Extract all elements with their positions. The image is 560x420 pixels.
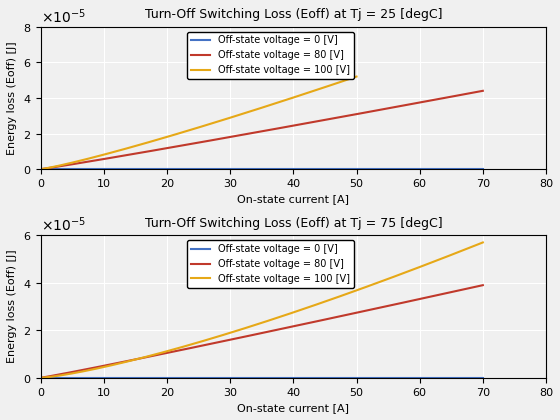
Legend: Off-state voltage = 0 [V], Off-state voltage = 80 [V], Off-state voltage = 100 [: Off-state voltage = 0 [V], Off-state vol… bbox=[187, 240, 354, 288]
Off-state voltage = 80 [V] bbox=[64, 163, 71, 168]
Title: Turn-Off Switching Loss (Eoff) at Tj = 75 [degC]: Turn-Off Switching Loss (Eoff) at Tj = 7… bbox=[144, 217, 442, 230]
Off-state voltage = 100 [V] bbox=[458, 249, 464, 254]
Off-state voltage = 80 [V] bbox=[64, 370, 71, 375]
Off-state voltage = 100 [V] bbox=[50, 164, 57, 169]
X-axis label: On-state current [A]: On-state current [A] bbox=[237, 194, 349, 205]
Off-state voltage = 80 [V] bbox=[155, 147, 162, 152]
Off-state voltage = 100 [V] bbox=[442, 255, 449, 260]
Line: Off-state voltage = 80 [V]: Off-state voltage = 80 [V] bbox=[41, 91, 483, 169]
Off-state voltage = 80 [V] bbox=[155, 352, 162, 357]
Off-state voltage = 100 [V] bbox=[122, 147, 128, 152]
Off-state voltage = 80 [V] bbox=[458, 288, 464, 293]
Legend: Off-state voltage = 0 [V], Off-state voltage = 80 [V], Off-state voltage = 100 [: Off-state voltage = 0 [V], Off-state vol… bbox=[187, 32, 354, 79]
Off-state voltage = 80 [V] bbox=[458, 92, 464, 97]
Y-axis label: Energy loss (Eoff) [J]: Energy loss (Eoff) [J] bbox=[7, 250, 17, 363]
Off-state voltage = 80 [V] bbox=[55, 164, 62, 169]
Off-state voltage = 80 [V] bbox=[442, 95, 449, 100]
Off-state voltage = 80 [V] bbox=[442, 291, 449, 296]
Off-state voltage = 100 [V] bbox=[96, 153, 103, 158]
Line: Off-state voltage = 100 [V]: Off-state voltage = 100 [V] bbox=[41, 242, 483, 378]
Off-state voltage = 80 [V] bbox=[479, 88, 486, 93]
Off-state voltage = 100 [V] bbox=[55, 373, 62, 378]
Off-state voltage = 100 [V] bbox=[38, 375, 44, 380]
Off-state voltage = 100 [V] bbox=[57, 163, 63, 168]
Y-axis label: Energy loss (Eoff) [J]: Energy loss (Eoff) [J] bbox=[7, 41, 17, 155]
Off-state voltage = 80 [V] bbox=[55, 372, 62, 377]
Off-state voltage = 100 [V] bbox=[119, 360, 126, 365]
Off-state voltage = 80 [V] bbox=[38, 167, 44, 172]
X-axis label: On-state current [A]: On-state current [A] bbox=[237, 403, 349, 413]
Off-state voltage = 100 [V] bbox=[353, 74, 360, 79]
Off-state voltage = 100 [V] bbox=[38, 167, 44, 172]
Off-state voltage = 80 [V] bbox=[119, 360, 126, 365]
Off-state voltage = 100 [V] bbox=[326, 83, 333, 88]
Off-state voltage = 100 [V] bbox=[479, 240, 486, 245]
Off-state voltage = 100 [V] bbox=[155, 351, 162, 356]
Off-state voltage = 100 [V] bbox=[64, 372, 71, 377]
Off-state voltage = 100 [V] bbox=[337, 79, 344, 84]
Title: Turn-Off Switching Loss (Eoff) at Tj = 25 [degC]: Turn-Off Switching Loss (Eoff) at Tj = 2… bbox=[144, 8, 442, 21]
Line: Off-state voltage = 100 [V]: Off-state voltage = 100 [V] bbox=[41, 76, 357, 169]
Off-state voltage = 80 [V] bbox=[479, 283, 486, 288]
Off-state voltage = 80 [V] bbox=[38, 375, 44, 380]
Line: Off-state voltage = 80 [V]: Off-state voltage = 80 [V] bbox=[41, 285, 483, 378]
Off-state voltage = 80 [V] bbox=[119, 153, 126, 158]
